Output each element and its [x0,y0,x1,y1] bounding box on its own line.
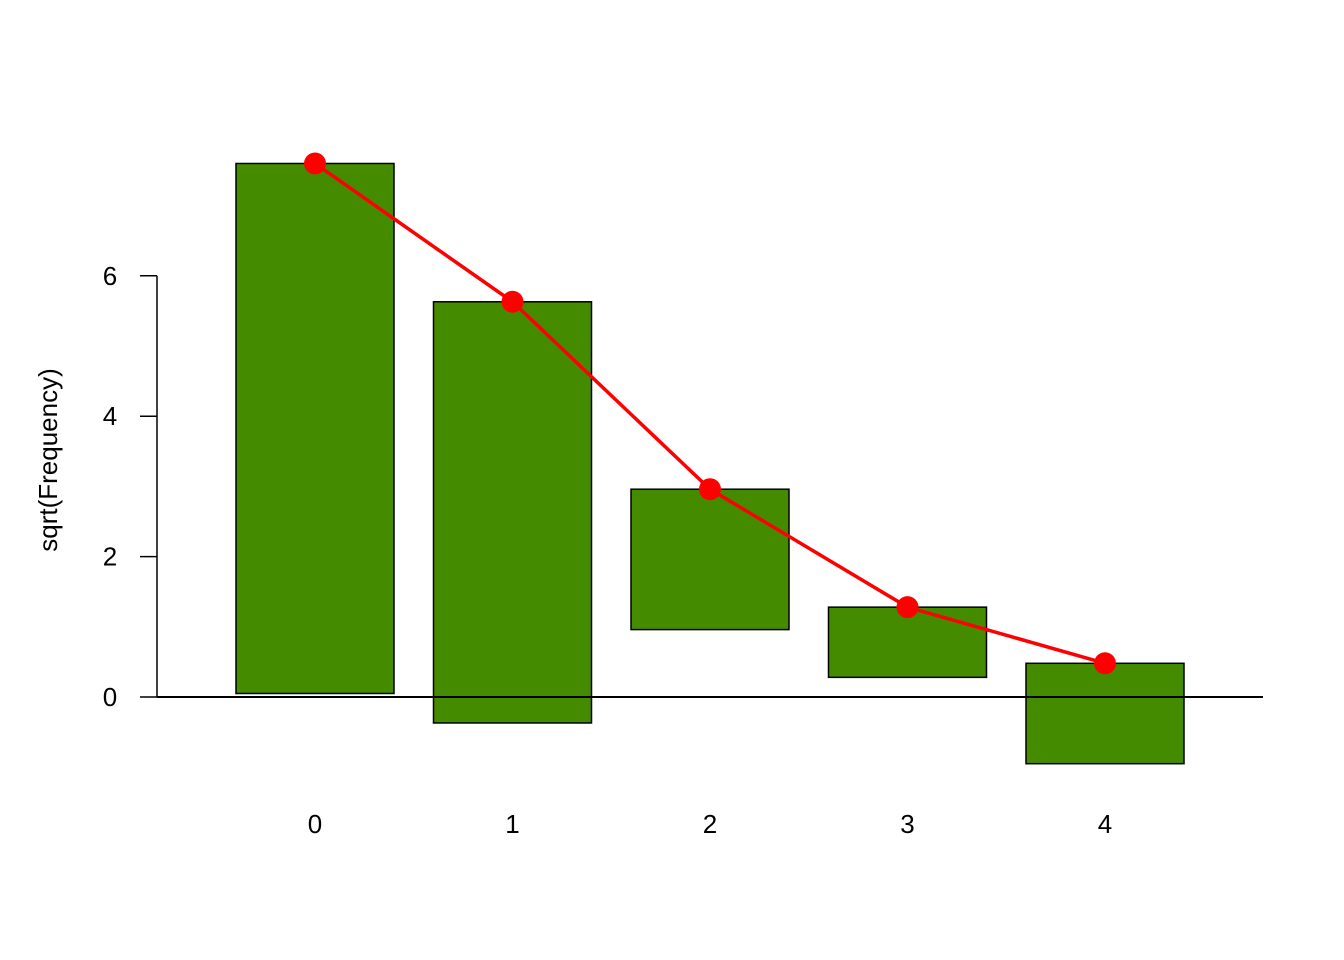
x-tick-label-2: 2 [703,809,717,839]
curve-point-0 [304,152,326,175]
x-tick-label-0: 0 [308,809,322,839]
bar-4 [1025,662,1185,765]
bar-1 [432,301,593,724]
y-axis-title: sqrt(Frequency) [33,368,63,552]
fitted-curve [304,152,1116,675]
y-axis: 0 2 4 6 [103,261,158,712]
bar-3 [827,606,988,679]
curve-point-3 [896,596,919,619]
bars-layer [235,162,1185,765]
bar-0 [235,162,395,695]
curve-point-1 [501,290,524,313]
y-tick-label-2: 2 [103,542,117,572]
y-tick-label-6: 6 [103,261,117,291]
x-tick-label-1: 1 [505,809,519,839]
bar-2 [630,488,790,631]
x-tick-label-3: 3 [900,809,914,839]
x-axis: 0 1 2 3 4 [308,809,1112,839]
curve-point-2 [699,478,721,501]
y-tick-label-0: 0 [103,682,117,712]
curve-point-4 [1094,652,1116,675]
y-tick-label-4: 4 [103,401,117,431]
x-tick-label-4: 4 [1098,809,1112,839]
